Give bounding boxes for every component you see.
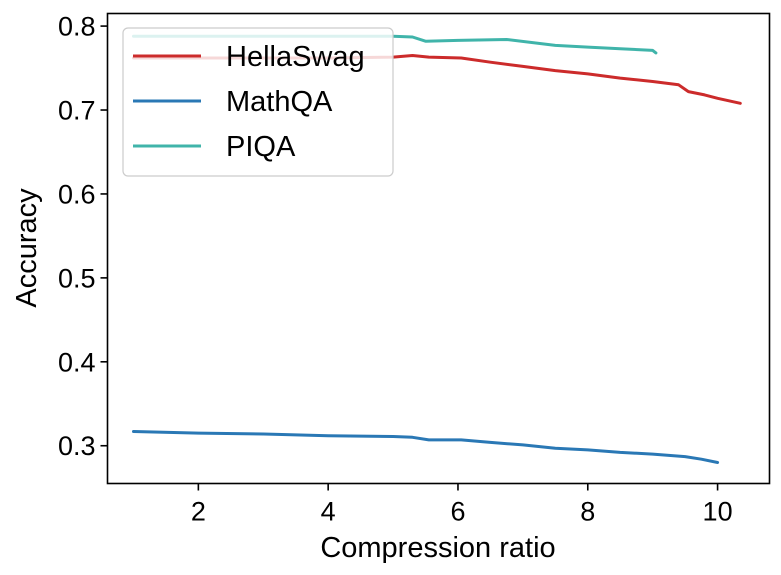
x-tick-label: 2 xyxy=(191,497,206,527)
x-tick-label: 4 xyxy=(321,497,336,527)
x-tick-label: 10 xyxy=(703,497,733,527)
y-tick-label: 0.8 xyxy=(58,12,96,42)
legend-label-mathqa: MathQA xyxy=(226,86,333,118)
series-line-mathqa xyxy=(132,430,720,464)
x-axis-label: Compression ratio xyxy=(320,532,555,564)
legend: HellaSwag MathQA PIQA xyxy=(122,27,394,177)
y-axis-ticks: 0.3 0.4 0.5 0.6 0.7 0.8 xyxy=(58,12,108,461)
x-tick-label: 6 xyxy=(450,497,465,527)
y-tick-label: 0.6 xyxy=(58,179,96,209)
y-axis-label: Accuracy xyxy=(11,188,43,308)
y-tick-label: 0.3 xyxy=(58,431,96,461)
legend-label-hellaswag: HellaSwag xyxy=(226,41,365,73)
y-tick-label: 0.7 xyxy=(58,96,96,126)
legend-box xyxy=(122,27,394,177)
x-tick-label: 8 xyxy=(580,497,595,527)
x-axis-ticks: 2 4 6 8 10 xyxy=(191,483,733,527)
legend-label-piqa: PIQA xyxy=(226,131,296,163)
plot-frame xyxy=(106,12,771,485)
y-tick-label: 0.4 xyxy=(58,347,96,377)
y-tick-label: 0.5 xyxy=(58,263,96,293)
